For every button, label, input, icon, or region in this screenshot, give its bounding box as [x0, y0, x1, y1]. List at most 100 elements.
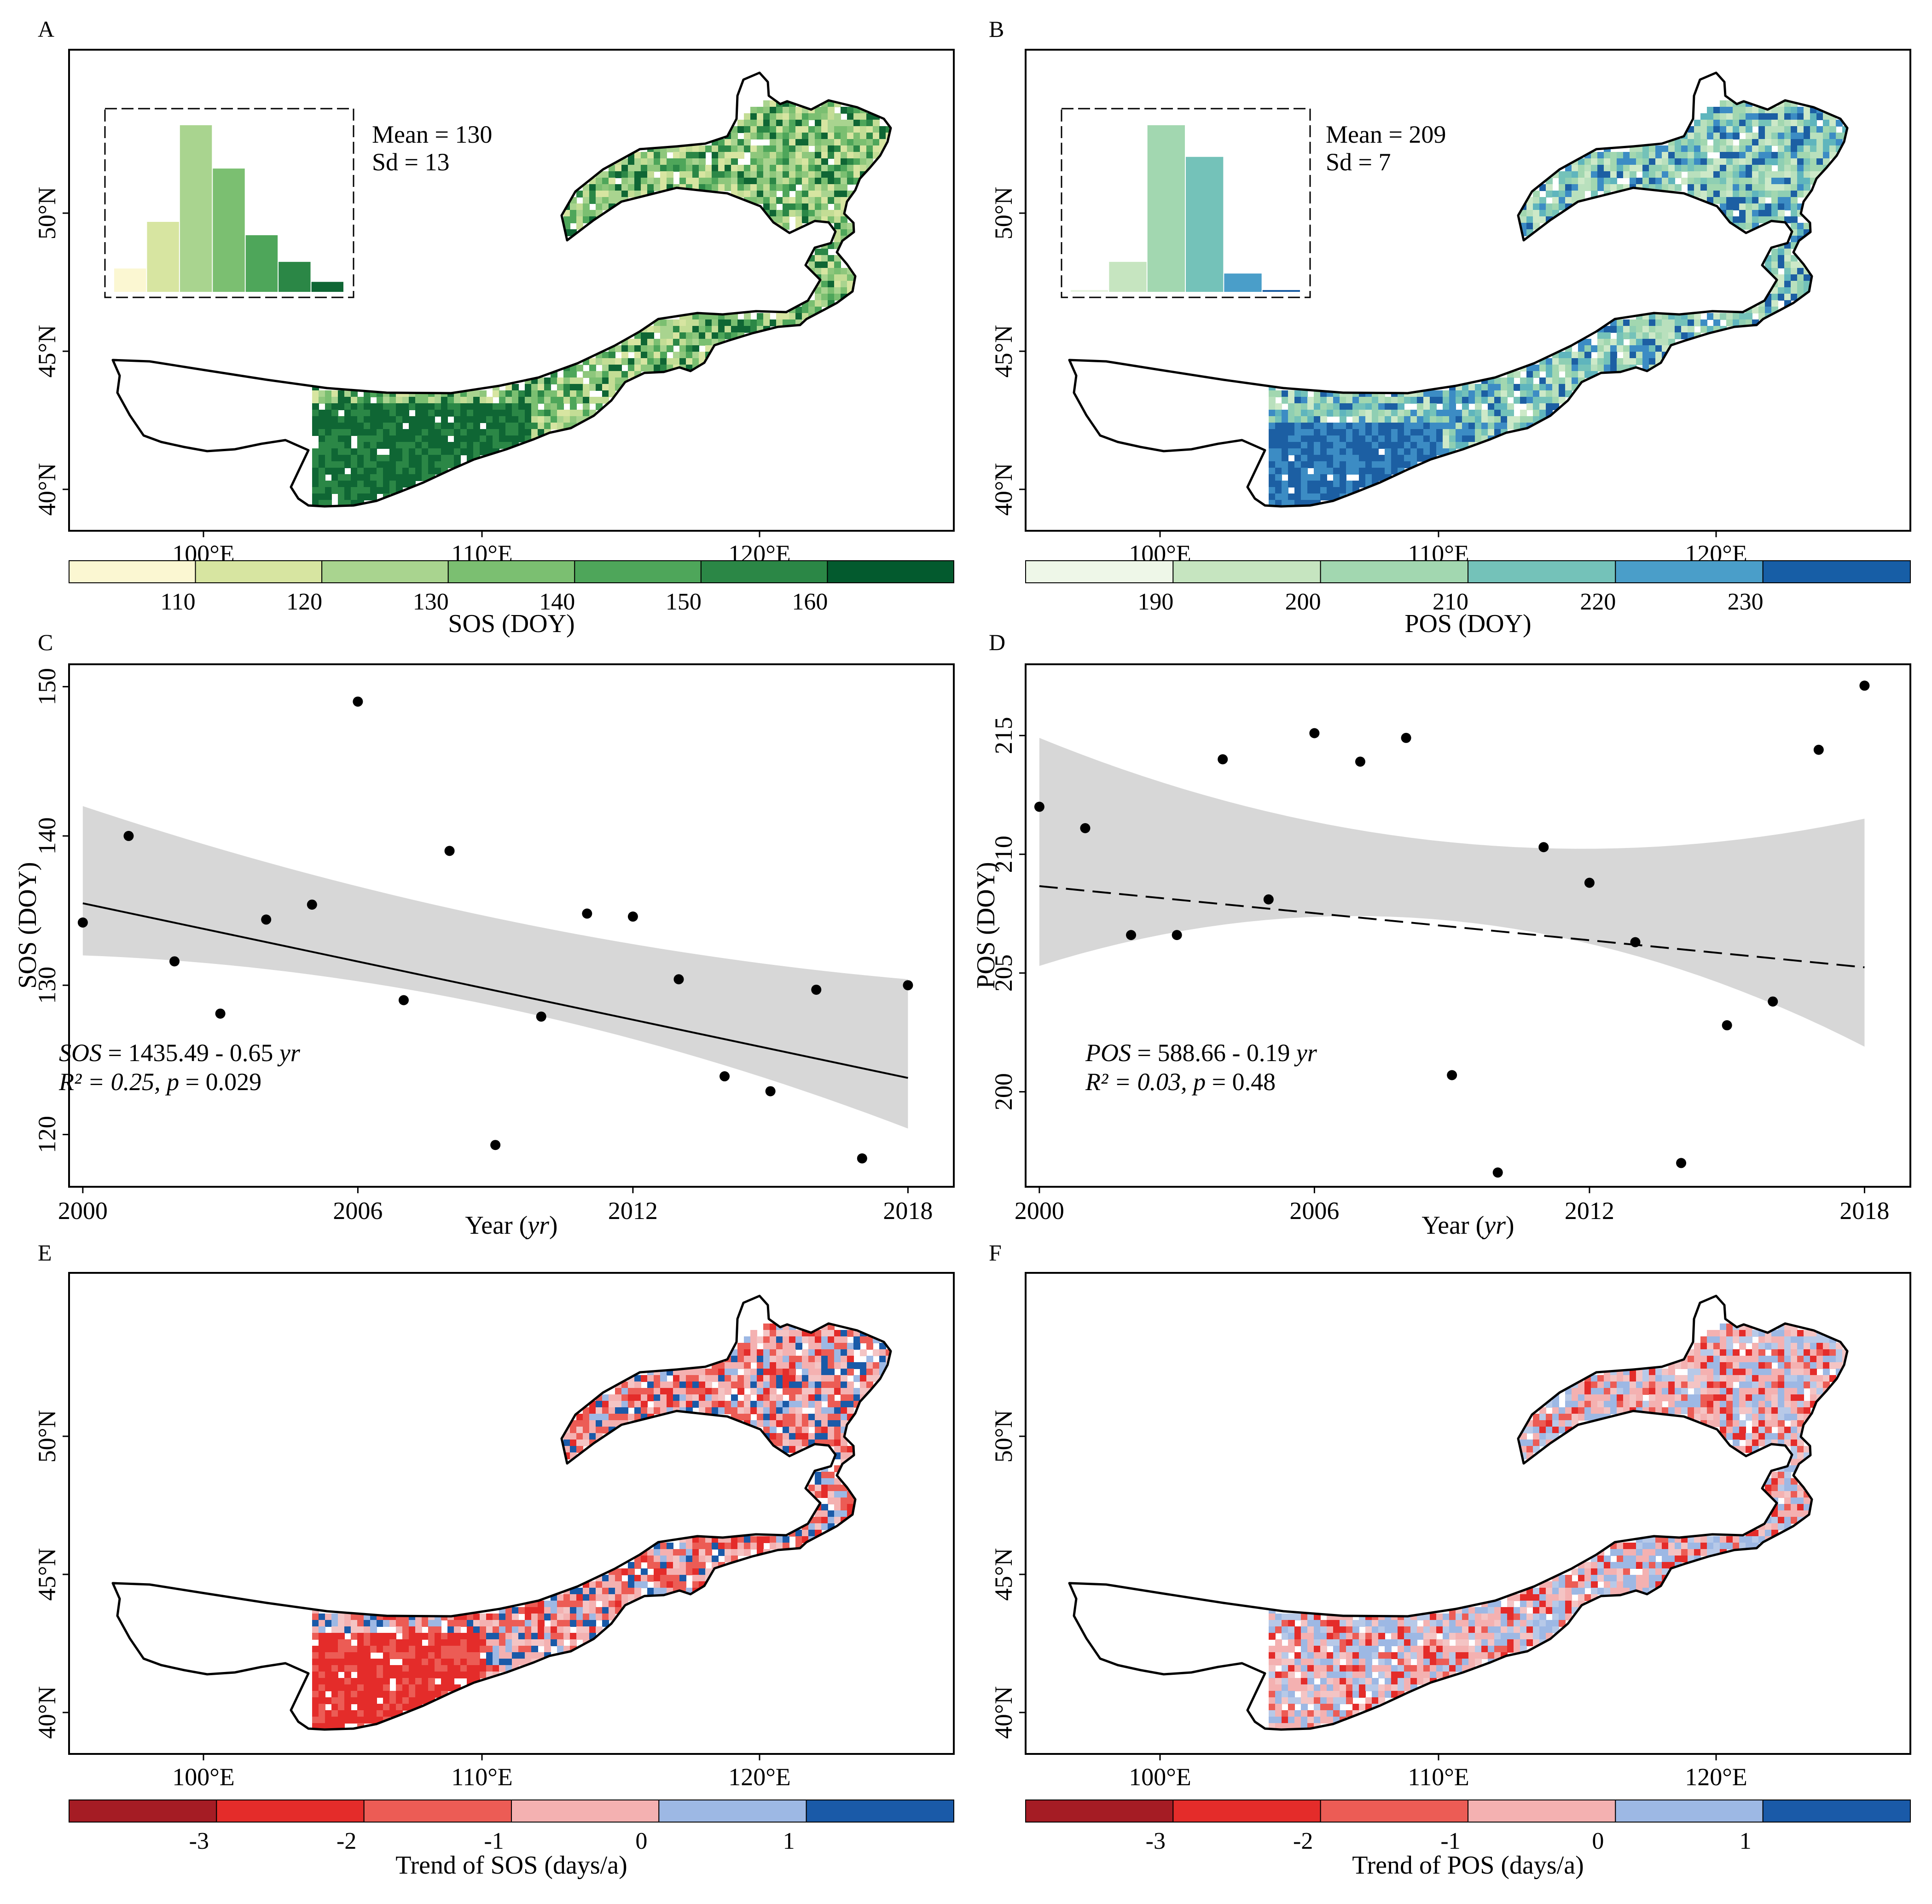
- map-pixel: [1617, 171, 1624, 178]
- lat-tick-label: 45°N: [33, 1548, 61, 1601]
- map-pixel: [325, 455, 332, 462]
- map-pixel: [1752, 113, 1759, 120]
- map-pixel: [1282, 416, 1288, 423]
- map-pixel: [866, 133, 873, 139]
- map-pixel: [1623, 1575, 1630, 1582]
- map-pixel: [1378, 1652, 1385, 1659]
- map-pixel: [1488, 397, 1495, 404]
- map-pixel: [1526, 1633, 1533, 1640]
- map-pixel: [1320, 423, 1327, 430]
- map-pixel: [338, 455, 345, 462]
- map-pixel: [1359, 423, 1366, 430]
- map-pixel: [1314, 474, 1321, 481]
- map-pixel: [422, 1646, 429, 1653]
- map-pixel: [1494, 1633, 1501, 1640]
- map-pixel: [570, 1594, 577, 1601]
- map-pixel: [1501, 410, 1508, 417]
- map-pixel: [654, 1375, 661, 1382]
- map-pixel: [1720, 1330, 1727, 1337]
- map-pixel: [1462, 1633, 1469, 1640]
- map-pixel: [1526, 1626, 1533, 1633]
- map-pixel: [1739, 113, 1746, 120]
- map-pixel: [1352, 416, 1359, 423]
- map-pixel: [538, 397, 545, 404]
- map-pixel: [1655, 319, 1662, 326]
- map-pixel: [557, 377, 564, 384]
- map-pixel: [615, 1575, 622, 1582]
- map-pixel: [435, 1691, 441, 1698]
- map-pixel: [1456, 416, 1462, 423]
- map-pixel: [802, 120, 809, 127]
- map-pixel: [628, 371, 635, 378]
- map-pixel: [531, 1646, 538, 1653]
- map-pixel: [1552, 1407, 1559, 1414]
- map-pixel: [596, 397, 603, 404]
- map-pixel: [1333, 487, 1340, 494]
- map-pixel: [551, 1601, 557, 1608]
- map-pixel: [454, 1626, 461, 1633]
- map-pixel: [1726, 126, 1733, 133]
- map-pixel: [673, 1388, 680, 1395]
- map-pixel: [1288, 397, 1295, 404]
- map-pixel: [1668, 332, 1675, 339]
- map-pixel: [1365, 455, 1372, 462]
- map-pixel: [828, 197, 835, 204]
- map-pixel: [783, 1356, 789, 1363]
- map-pixel: [866, 1375, 873, 1382]
- map-pixel: [1572, 1394, 1578, 1401]
- map-pixel: [1526, 403, 1533, 410]
- map-pixel: [1520, 210, 1527, 217]
- map-pixel: [763, 1420, 770, 1427]
- map-pixel: [679, 152, 686, 159]
- map-pixel: [1778, 1362, 1785, 1369]
- map-pixel: [1713, 1394, 1720, 1401]
- map-pixel: [454, 435, 461, 442]
- map-pixel: [1752, 191, 1759, 197]
- map-pixel: [1668, 1375, 1675, 1382]
- map-pixel: [1758, 113, 1765, 120]
- map-pixel: [1365, 468, 1372, 475]
- map-pixel: [789, 1356, 796, 1363]
- map-pixel: [744, 145, 751, 152]
- map-pixel: [1578, 184, 1585, 191]
- map-pixel: [460, 1639, 467, 1646]
- map-pixel: [808, 126, 815, 133]
- map-pixel: [699, 1536, 706, 1543]
- map-pixel: [1410, 1626, 1417, 1633]
- map-pixel: [1514, 371, 1520, 378]
- map-pixel: [1726, 1414, 1733, 1421]
- map-pixel: [1630, 1401, 1636, 1408]
- map-pixel: [1662, 1388, 1669, 1395]
- map-pixel: [1726, 1349, 1733, 1356]
- map-pixel: [1526, 1614, 1533, 1620]
- map-pixel: [744, 191, 751, 197]
- map-pixel: [1655, 171, 1662, 178]
- map-pixel: [351, 1659, 358, 1666]
- map-pixel: [1398, 1646, 1404, 1653]
- map-pixel: [1488, 1646, 1495, 1653]
- map-pixel: [1526, 1639, 1533, 1646]
- map-pixel: [331, 487, 338, 494]
- map-pixel: [699, 178, 706, 185]
- map-pixel: [1449, 1626, 1456, 1633]
- map-pixel: [744, 178, 751, 185]
- map-pixel: [319, 435, 325, 442]
- map-pixel: [1733, 191, 1740, 197]
- map-pixel: [1688, 145, 1694, 152]
- map-pixel: [1301, 423, 1308, 430]
- map-pixel: [364, 455, 371, 462]
- map-pixel: [602, 397, 609, 404]
- map-pixel: [1771, 1407, 1778, 1414]
- map-pixel: [1546, 1420, 1553, 1427]
- map-pixel: [435, 442, 441, 449]
- map-pixel: [1694, 191, 1701, 197]
- map-pixel: [628, 1401, 635, 1408]
- map-pixel: [1733, 145, 1740, 152]
- map-pixel: [1713, 1536, 1720, 1543]
- map-pixel: [783, 1433, 789, 1440]
- map-pixel: [770, 1394, 777, 1401]
- map-pixel: [486, 1614, 493, 1620]
- map-pixel: [628, 165, 635, 172]
- map-pixel: [409, 468, 416, 475]
- map-pixel: [1630, 339, 1636, 346]
